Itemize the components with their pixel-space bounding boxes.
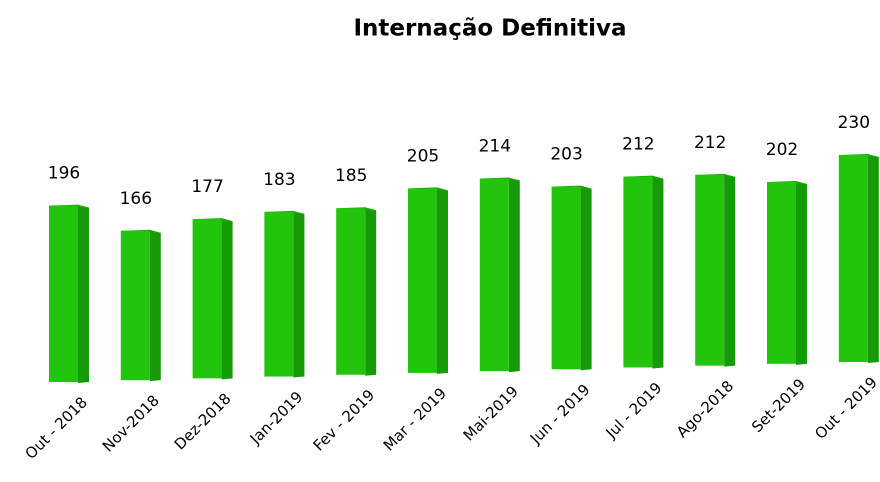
value-label: 166 (120, 189, 152, 209)
bar-side (724, 174, 736, 367)
bar-side (508, 178, 520, 373)
x-tick-label: Mai-2019 (460, 382, 522, 444)
bar (551, 186, 581, 370)
x-tick-label: Out - 2019 (811, 373, 880, 443)
bar (120, 230, 150, 381)
x-tick-label: Nov-2018 (99, 391, 163, 455)
bar-side (365, 208, 377, 376)
value-label: 214 (479, 136, 511, 156)
chart-title: Internação Definitiva (353, 16, 626, 42)
bar (838, 155, 868, 362)
bar-side (437, 188, 448, 374)
value-label: 212 (694, 133, 726, 153)
bar-side (580, 186, 592, 371)
bar (408, 188, 437, 373)
value-label: 202 (766, 140, 798, 160)
bar (264, 211, 294, 377)
bar (479, 178, 509, 372)
bar-side (293, 211, 305, 378)
value-label: 212 (622, 135, 654, 155)
value-label: 196 (48, 164, 80, 184)
bar-side (149, 230, 161, 382)
x-tick-label: Jul - 2019 (602, 379, 666, 443)
value-label: 183 (263, 170, 295, 190)
x-tick-label: Dez-2018 (171, 390, 235, 454)
value-label: 203 (550, 145, 582, 165)
x-tick-label: Jan-2019 (246, 388, 307, 449)
bar-side (78, 205, 89, 383)
value-label: 205 (407, 146, 439, 166)
bar-side (652, 176, 664, 369)
x-tick-label: Fev - 2019 (310, 386, 379, 455)
x-tick-label: Ago-2018 (673, 377, 737, 441)
bar (623, 176, 653, 368)
bar (192, 219, 222, 379)
value-label: 230 (838, 113, 870, 133)
bar (767, 182, 796, 364)
value-label: 177 (191, 177, 223, 197)
bar (336, 208, 366, 375)
x-tick-label: Out - 2018 (21, 393, 91, 463)
bar-side (796, 182, 807, 365)
value-label: 185 (335, 166, 367, 186)
x-tick-label: Set-2019 (748, 375, 809, 436)
x-tick-label: Mar - 2019 (380, 384, 450, 454)
x-tick-label: Jun - 2019 (526, 381, 594, 449)
bar (695, 174, 725, 366)
bar (49, 205, 78, 382)
bar-side (221, 219, 233, 380)
bar-side (867, 155, 879, 363)
